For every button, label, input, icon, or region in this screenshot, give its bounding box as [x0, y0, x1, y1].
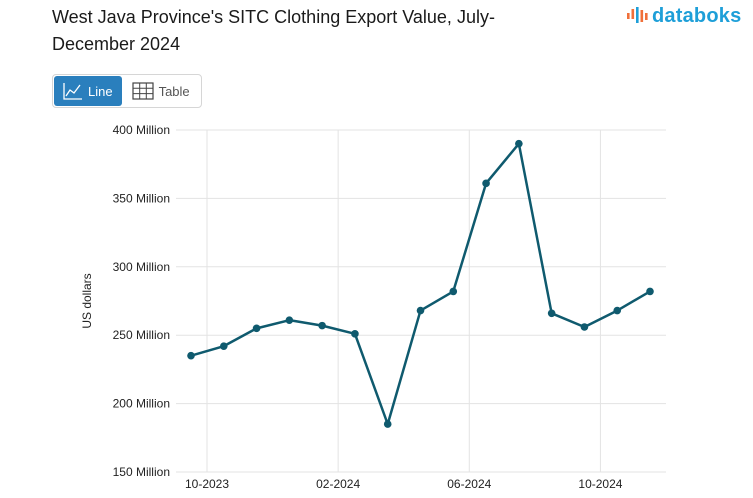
y-tick-label: 250 Million [113, 328, 170, 342]
data-point[interactable] [187, 351, 195, 360]
data-point[interactable] [351, 330, 359, 338]
x-tick-label: 06-2024 [447, 477, 491, 491]
view-toggle: Line Table [52, 74, 202, 108]
table-view-button[interactable]: Table [123, 75, 199, 107]
data-point[interactable] [219, 342, 228, 350]
y-axis-label: US dollars [80, 273, 94, 328]
data-point[interactable] [646, 287, 654, 296]
line-view-button[interactable]: Line [54, 76, 122, 106]
data-point[interactable] [547, 309, 556, 318]
line-chart-icon [63, 83, 82, 100]
data-point[interactable] [318, 321, 326, 330]
line-view-label: Line [88, 83, 113, 99]
data-point[interactable] [613, 306, 622, 315]
chart-title: West Java Province's SITC Clothing Expor… [52, 7, 495, 54]
databoks-logo[interactable]: databoks [626, 4, 741, 28]
y-tick-label: 300 Million [113, 260, 170, 274]
y-tick-label: 150 Million [113, 465, 170, 479]
y-tick-label: 200 Million [113, 397, 170, 411]
data-point[interactable] [580, 323, 589, 331]
x-gridlines [206, 130, 601, 472]
y-gridlines [176, 129, 666, 473]
data-point[interactable] [383, 420, 392, 428]
y-tick-label: 400 Million [113, 123, 170, 137]
x-tick-label: 02-2024 [316, 477, 360, 491]
series-line [190, 142, 651, 426]
x-tick-label: 10-2023 [185, 477, 229, 491]
databoks-logo-mark-icon [627, 7, 648, 23]
data-point[interactable] [416, 306, 425, 315]
data-points [187, 139, 654, 428]
databoks-logo-text: databoks [652, 4, 742, 27]
table-view-label: Table [158, 83, 190, 99]
x-tick-label: 10-2024 [578, 477, 622, 491]
data-point[interactable] [449, 287, 458, 296]
table-grid-icon [131, 82, 154, 100]
data-point[interactable] [252, 324, 261, 333]
data-point[interactable] [285, 316, 294, 324]
y-tick-label: 350 Million [113, 191, 170, 205]
data-point[interactable] [482, 179, 490, 188]
y-axis-ticks: 150 Million 200 Million 250 Million 300 Mil… [113, 123, 170, 479]
data-point[interactable] [515, 139, 523, 148]
x-axis-ticks: 10-2023 02-2024 06-2024 10-2024 [185, 477, 623, 491]
